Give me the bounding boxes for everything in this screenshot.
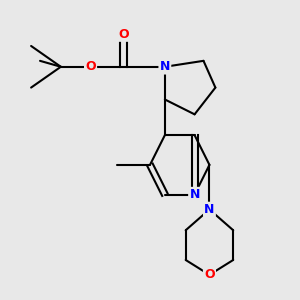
Text: O: O: [204, 268, 215, 281]
Text: N: N: [204, 203, 214, 216]
Text: O: O: [118, 28, 129, 40]
Text: N: N: [189, 188, 200, 201]
Text: N: N: [160, 60, 170, 73]
Text: O: O: [85, 60, 96, 73]
